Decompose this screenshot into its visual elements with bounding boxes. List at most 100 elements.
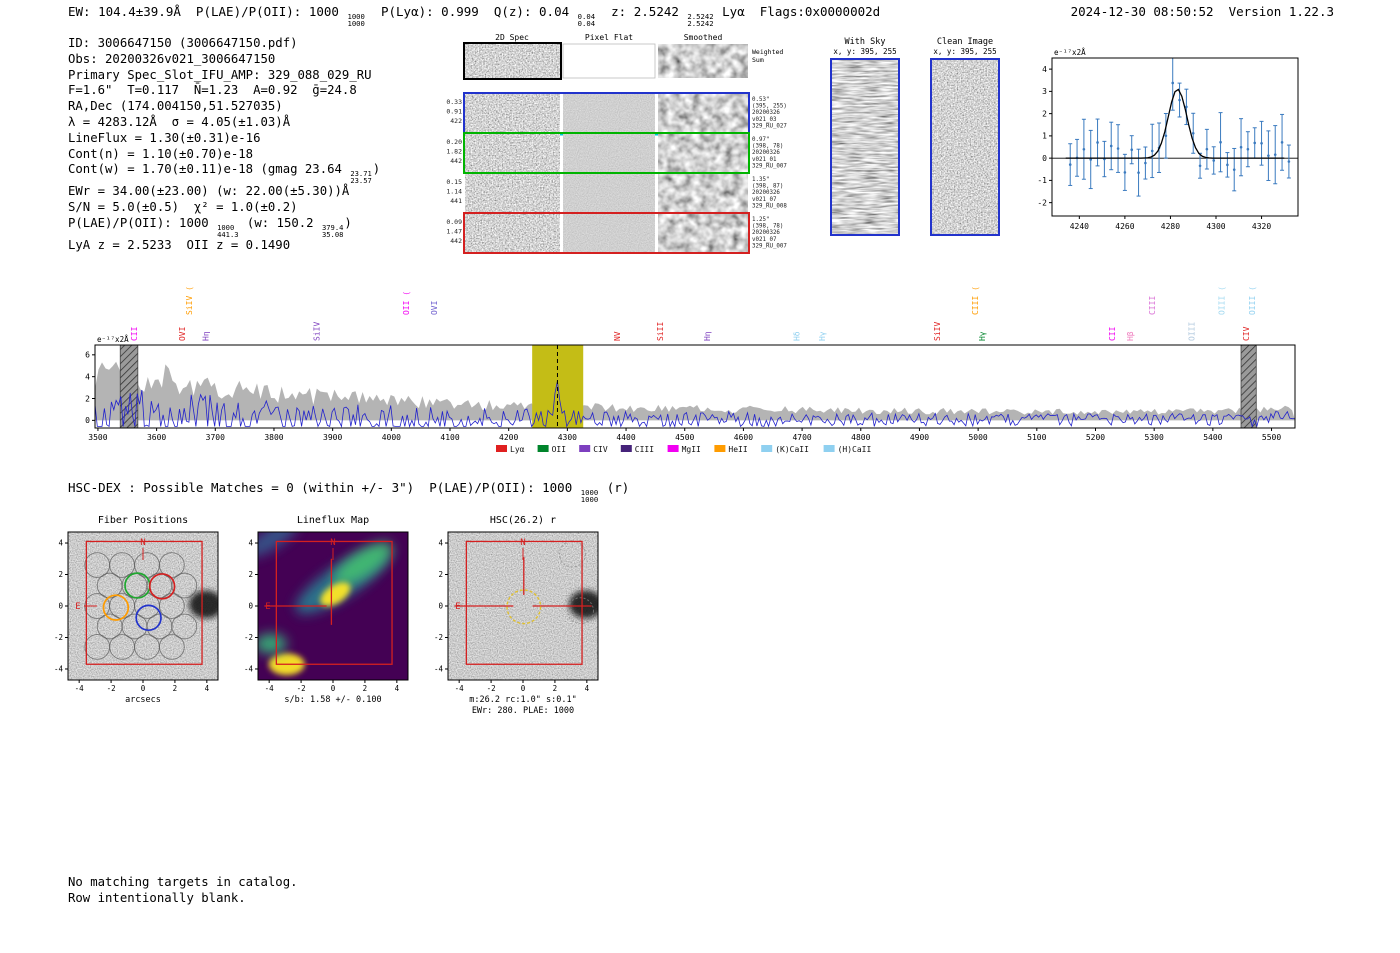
text-token: ): [344, 216, 352, 231]
svg-text:2: 2: [1042, 109, 1047, 118]
text-token: LineFlux = 1.30(±0.31)e-16: [68, 130, 261, 145]
svg-text:0.09: 0.09: [446, 218, 462, 226]
svg-text:0.15: 0.15: [446, 178, 462, 186]
svg-text:0: 0: [248, 602, 253, 611]
svg-text:329_RU_007: 329_RU_007: [752, 243, 787, 249]
svg-text:4200: 4200: [499, 433, 518, 442]
spectrum-legend: Lyα OII CIV CIII MgII HeII (K)CaII (H)CaII: [496, 445, 871, 454]
text-token: P(LAE)/P(OII): 1000: [68, 216, 217, 231]
aperture-circle: [506, 589, 542, 625]
cutout-row-border: [463, 132, 750, 174]
svg-text:329_RU_007: 329_RU_007: [752, 163, 787, 169]
info-line: LyA z = 2.5233 OII z = 0.1490: [68, 238, 380, 254]
svg-text:0: 0: [521, 684, 526, 693]
svg-text:v021_03: v021_03: [752, 117, 777, 123]
svg-text:329_RU_008: 329_RU_008: [752, 203, 787, 209]
svg-text:-4: -4: [244, 664, 254, 673]
header-summary-line: EW: 104.4±39.9Å P(LAE)/P(OII): 1000 1000…: [68, 4, 880, 27]
text-token: Obs: 20200326v021_3006647150: [68, 51, 276, 66]
spectral-line-marker: SiIV: [933, 322, 942, 341]
svg-text:5400: 5400: [1203, 433, 1222, 442]
svg-text:N: N: [330, 538, 335, 548]
svg-text:(395, 255): (395, 255): [752, 104, 787, 110]
svg-text:4300: 4300: [1206, 222, 1225, 231]
svg-text:-2: -2: [434, 633, 443, 642]
svg-text:3700: 3700: [206, 433, 225, 442]
selected-fiber-circle: [148, 573, 176, 600]
lineflux-image: [258, 532, 408, 680]
svg-text:20200326: 20200326: [752, 230, 780, 236]
svg-text:-4: -4: [54, 664, 64, 673]
svg-text:4260: 4260: [1115, 222, 1134, 231]
info-line: EWr = 34.00(±23.00) (w: 22.00(±5.30))Å: [68, 184, 380, 200]
svg-text:e⁻¹⁷x2Å: e⁻¹⁷x2Å: [1054, 48, 1086, 57]
svg-text:-2: -2: [487, 684, 496, 693]
stacked-fraction: 1000 1000: [580, 487, 599, 504]
text-token: F=1.6" T=0.117 N̄=1.23 A=0.92 ḡ=24.8: [68, 83, 357, 98]
svg-text:(H)CaII: (H)CaII: [838, 445, 872, 454]
text-token: Primary Spec_Slot_IFU_AMP: 329_088_029_R…: [68, 67, 372, 82]
extraction-region-box: [275, 540, 393, 665]
spectrum-line: [95, 381, 1295, 428]
spectral-line-marker: OVI: [430, 300, 439, 315]
svg-text:v021_01: v021_01: [752, 157, 777, 163]
svg-text:-4: -4: [434, 664, 444, 673]
svg-text:E: E: [75, 602, 80, 612]
spectral-line-marker: OVI: [178, 326, 187, 341]
spectral-line-marker: OIII (: [1218, 286, 1227, 315]
svg-text:2: 2: [173, 684, 178, 693]
svg-text:5300: 5300: [1145, 433, 1164, 442]
info-line: Obs: 20200326v021_3006647150: [68, 52, 380, 68]
spectral-line-marker: SiIV (: [185, 286, 194, 315]
cutout-col-header-2dspec: 2D Spec: [495, 33, 529, 42]
svg-text:-2: -2: [297, 684, 306, 693]
svg-text:2: 2: [438, 570, 443, 579]
svg-text:-1: -1: [1037, 176, 1047, 185]
svg-text:4: 4: [1042, 65, 1047, 74]
svg-text:0: 0: [141, 684, 146, 693]
info-line: P(LAE)/P(OII): 1000 1000 441.3 (w: 150.2 …: [68, 216, 380, 238]
svg-text:e⁻¹⁷x2Å: e⁻¹⁷x2Å: [97, 335, 129, 344]
lineflux-map-panel: Lineflux Map N E -4 -4 -2 -2 0 0 2 2 4 4 s/b: 1.58 +/…: [244, 515, 409, 705]
svg-text:4320: 4320: [1252, 222, 1271, 231]
line-fit-plot: 4240 4260 4280 4300 4320 -2 -1 0 1 2 3 4 e⁻¹⁷x2Å: [1037, 48, 1299, 231]
svg-text:3600: 3600: [147, 433, 166, 442]
svg-text:HeII: HeII: [728, 445, 747, 454]
svg-text:5500: 5500: [1262, 433, 1281, 442]
text-token: (r): [599, 480, 630, 495]
svg-text:1.25": 1.25": [752, 217, 769, 223]
svg-text:(398, 78): (398, 78): [752, 144, 783, 150]
svg-text:5200: 5200: [1086, 433, 1105, 442]
text-token: S/N = 5.0(±0.5) χ² = 1.0(±0.2): [68, 200, 298, 215]
svg-text:5000: 5000: [968, 433, 987, 442]
svg-text:4: 4: [58, 539, 63, 548]
svg-text:0: 0: [58, 602, 63, 611]
with-sky-coords: x, y: 395, 255: [833, 47, 897, 56]
info-line: λ = 4283.12Å σ = 4.05(±1.03)Å: [68, 115, 380, 131]
svg-text:4700: 4700: [792, 433, 811, 442]
svg-text:s/b: 1.58 +/- 0.100: s/b: 1.58 +/- 0.100: [284, 695, 381, 705]
info-line: Cont(n) = 1.10(±0.70)e-18: [68, 147, 380, 163]
spectral-line-marker: SiIV: [313, 322, 322, 341]
svg-text:arcsecs: arcsecs: [125, 695, 161, 705]
svg-text:CIII: CIII: [635, 445, 654, 454]
spectral-line-marker: Hη: [703, 331, 712, 341]
svg-text:1: 1: [1042, 132, 1047, 141]
svg-text:v021_07: v021_07: [752, 197, 777, 203]
svg-text:6: 6: [85, 351, 90, 360]
svg-text:4400: 4400: [616, 433, 635, 442]
spectral-line-marker: Hγ: [978, 331, 987, 341]
svg-text:4280: 4280: [1161, 222, 1180, 231]
text-token: λ = 4283.12Å σ = 4.05(±1.03)Å: [68, 114, 291, 129]
svg-text:-2: -2: [54, 633, 63, 642]
svg-text:1.14: 1.14: [446, 188, 462, 196]
svg-text:E: E: [265, 602, 270, 612]
spectral-line-marker: SiII: [656, 322, 665, 341]
svg-text:4500: 4500: [675, 433, 694, 442]
info-line: Primary Spec_Slot_IFU_AMP: 329_088_029_R…: [68, 68, 380, 84]
text-token: RA,Dec (174.004150,51.527035): [68, 99, 283, 114]
svg-text:-4: -4: [455, 684, 465, 693]
svg-text:0: 0: [438, 602, 443, 611]
clean-image: [930, 58, 1000, 236]
